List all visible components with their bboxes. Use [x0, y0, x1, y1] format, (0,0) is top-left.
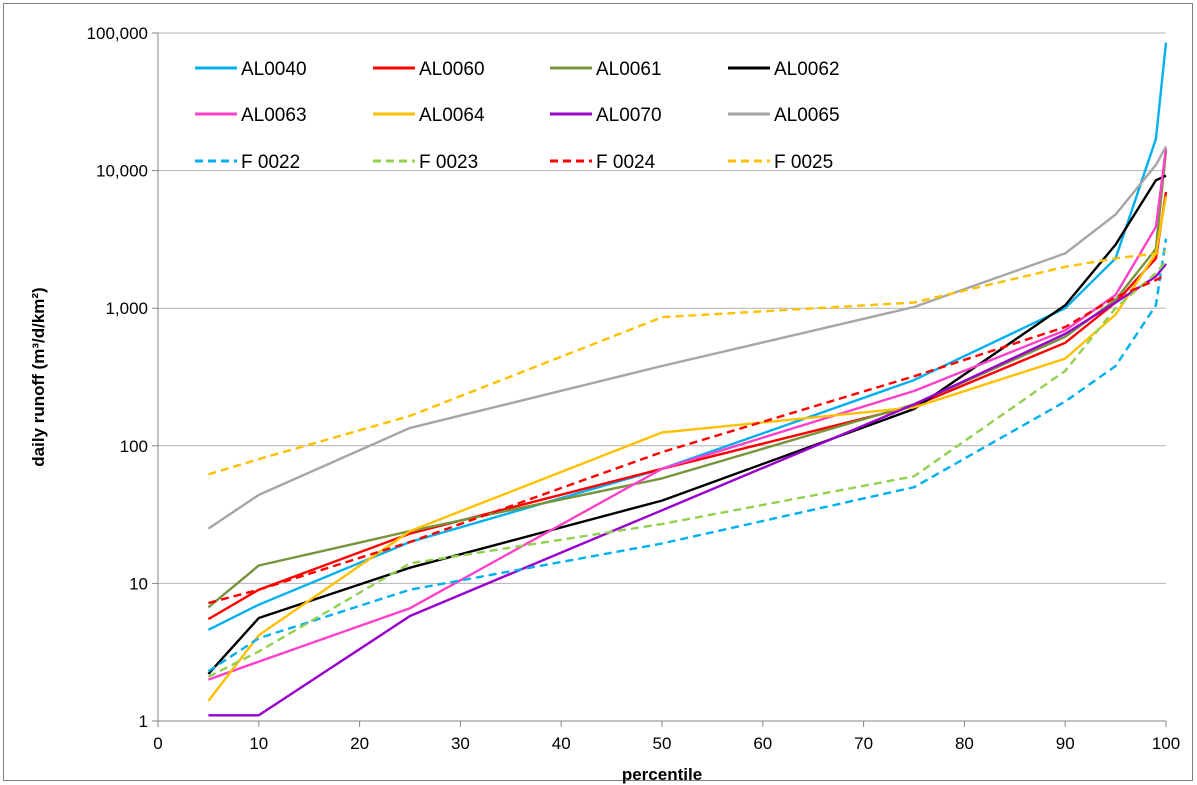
series-line-al0064	[207, 196, 1168, 702]
x-tick-label: 70	[854, 734, 873, 753]
series-line-al0070	[208, 263, 1167, 717]
x-tick-label: 100	[1152, 734, 1180, 753]
legend-label: F 0023	[419, 152, 478, 173]
x-axis-title: percentile	[622, 765, 702, 784]
series-line-f0025	[208, 249, 1167, 476]
series-lines	[207, 42, 1168, 717]
legend-label: AL0070	[596, 105, 662, 126]
series-line-al0065	[207, 145, 1168, 530]
legend-label: AL0060	[419, 59, 485, 80]
series-line-f0024	[208, 273, 1167, 605]
series-line-al0063	[207, 148, 1168, 681]
legend-label: F 0022	[241, 152, 300, 173]
x-tick-label: 30	[451, 734, 470, 753]
legend-label: AL0063	[241, 105, 307, 126]
y-tick-label: 1,000	[105, 299, 148, 318]
legend-label: F 0025	[774, 152, 833, 173]
legend-label: AL0064	[419, 105, 485, 126]
x-tick-label: 40	[552, 734, 571, 753]
legend-label: AL0040	[241, 59, 307, 80]
y-tick-label: 1	[139, 712, 148, 731]
series-line-al0040	[207, 42, 1168, 631]
x-tick-label: 20	[350, 734, 369, 753]
x-tick-label: 0	[153, 734, 162, 753]
series-line-al0060	[207, 191, 1168, 621]
y-tick-labels: 1 10 100 1,000 10,000 100,000	[87, 24, 158, 731]
series-line-f0023	[207, 260, 1167, 678]
y-tick-label: 10,000	[96, 162, 148, 181]
y-tick-label: 100	[120, 437, 148, 456]
y-tick-label: 10	[129, 574, 148, 593]
chart-frame	[3, 3, 1193, 781]
legend-label: AL0062	[774, 59, 840, 80]
x-tick-label: 10	[249, 734, 268, 753]
x-tick-label: 90	[1056, 734, 1075, 753]
y-axis-title: daily runoff (m³/d/km²)	[29, 287, 48, 466]
legend-label: F 0024	[596, 152, 656, 173]
x-tick-labels: 0 10 20 30 40 50 60 70 80 90 100	[153, 721, 1180, 753]
legend-label: AL0065	[774, 105, 840, 126]
y-tick-label: 100,000	[87, 24, 148, 43]
x-tick-label: 80	[955, 734, 974, 753]
legend: AL0040 AL0060 AL0061 AL0062 AL0063 AL0064 AL00…	[195, 59, 840, 173]
series-line-f0022	[207, 238, 1168, 673]
legend-label: AL0061	[596, 59, 662, 80]
axes	[157, 33, 1166, 722]
x-tick-label: 50	[653, 734, 672, 753]
gridlines	[158, 32, 1166, 584]
x-tick-label: 60	[753, 734, 772, 753]
